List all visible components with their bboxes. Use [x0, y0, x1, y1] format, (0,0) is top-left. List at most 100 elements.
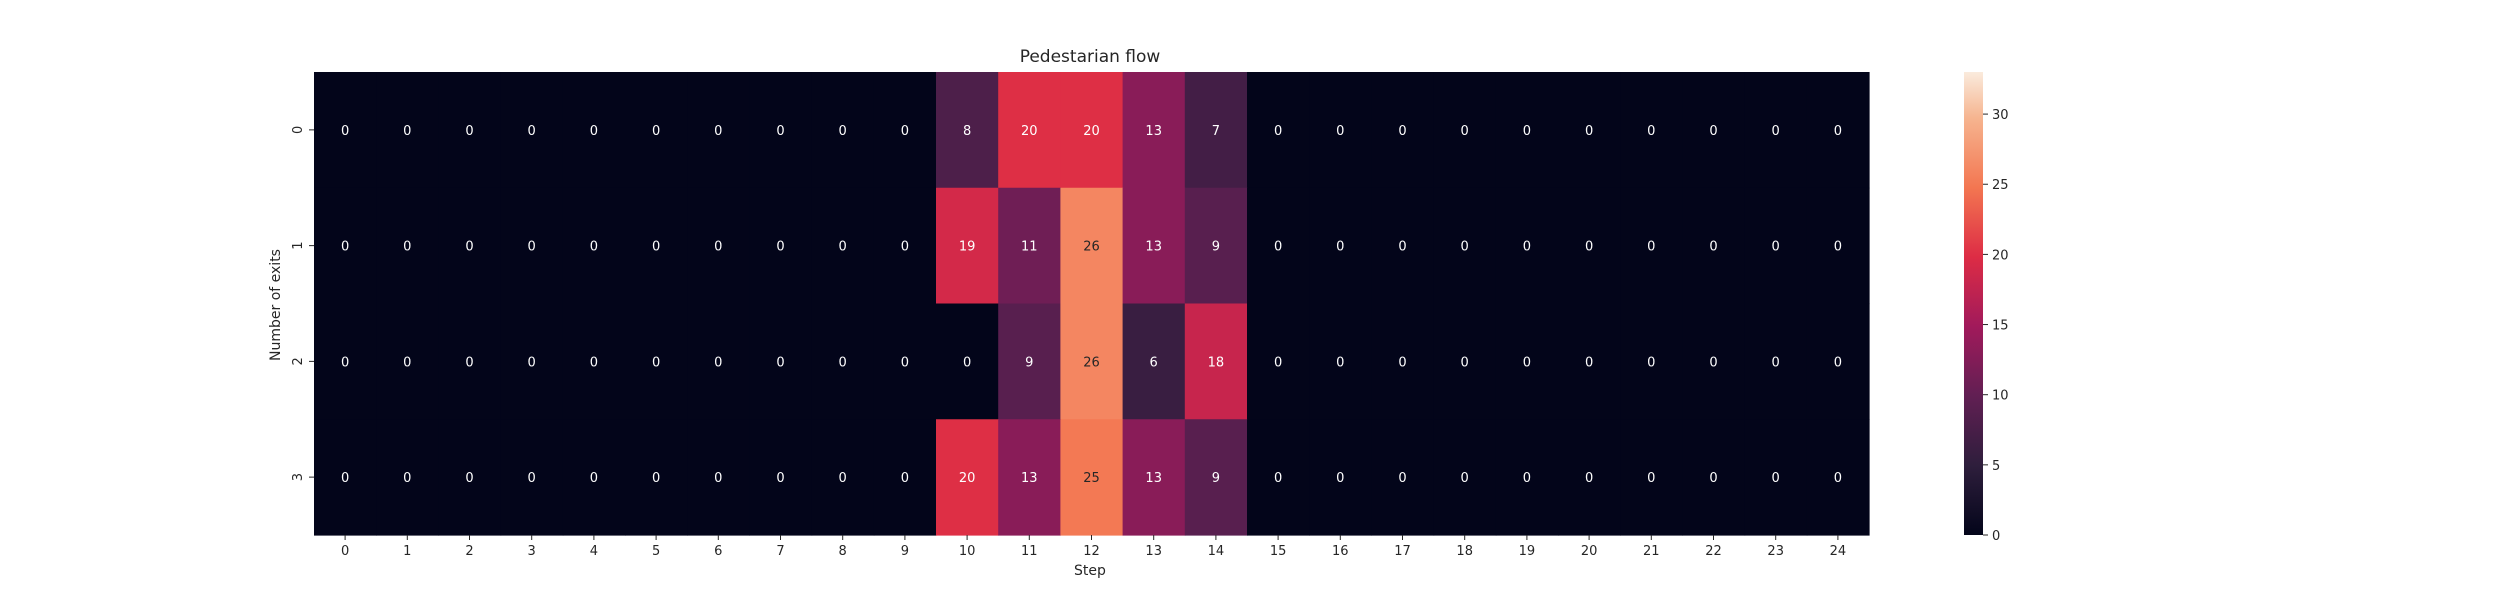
heatmap-cell — [562, 419, 626, 536]
cell-value-label: 0 — [776, 471, 784, 486]
heatmap-cell — [1122, 187, 1186, 305]
cell-value-label: 0 — [1709, 124, 1717, 139]
heatmap-cell — [1309, 72, 1372, 189]
colorbar-tick-label: 30 — [1992, 108, 2009, 123]
cell-value-label: 0 — [1709, 240, 1717, 255]
cell-value-label: 0 — [1398, 471, 1406, 486]
heatmap-cell — [1682, 419, 1746, 536]
heatmap-cell — [873, 419, 937, 536]
cell-value-label: 0 — [1461, 124, 1469, 139]
cell-value-label: 0 — [528, 471, 536, 486]
cell-value-label: 0 — [1585, 240, 1593, 255]
x-tick-label: 22 — [1705, 544, 1722, 559]
heatmap-cell — [1558, 419, 1621, 536]
cell-value-label: 9 — [1212, 471, 1220, 486]
cell-value-label: 0 — [465, 355, 473, 370]
heatmap-cell — [1060, 72, 1124, 189]
cell-value-label: 20 — [1021, 124, 1038, 139]
heatmap-cell — [1682, 72, 1746, 189]
cell-value-label: 8 — [963, 124, 971, 139]
cell-value-label: 0 — [652, 471, 660, 486]
cell-value-label: 0 — [1523, 240, 1531, 255]
x-tick-label: 24 — [1830, 544, 1847, 559]
cell-value-label: 0 — [1709, 471, 1717, 486]
cell-value-label: 0 — [1585, 471, 1593, 486]
heatmap-cell — [749, 303, 813, 420]
heatmap-cell — [625, 72, 688, 189]
cell-value-label: 0 — [1398, 124, 1406, 139]
x-axis-label: Step — [1074, 563, 1106, 579]
heatmap-cell — [1806, 303, 1870, 420]
cell-value-label: 0 — [776, 240, 784, 255]
heatmap-cell — [376, 72, 439, 189]
heatmap-cell — [625, 303, 688, 420]
heatmap-cell — [1495, 303, 1559, 420]
heatmap-cell — [811, 419, 875, 536]
cell-value-label: 0 — [652, 124, 660, 139]
y-tick-label: 2 — [291, 357, 306, 365]
cell-value-label: 0 — [1274, 471, 1282, 486]
heatmap-cell — [811, 187, 875, 305]
cell-value-label: 0 — [465, 240, 473, 255]
heatmap-cell — [438, 419, 502, 536]
colorbar-ticks: 0 5 10 15 20 25 30 — [1983, 108, 2009, 544]
cell-value-label: 0 — [403, 240, 411, 255]
heatmap-cell — [811, 72, 875, 189]
heatmap-cell — [438, 72, 502, 189]
heatmap-cell — [500, 419, 564, 536]
y-tick-label: 1 — [291, 241, 306, 249]
cell-value-label: 13 — [1145, 471, 1162, 486]
cell-value-label: 0 — [1834, 471, 1842, 486]
cell-value-label: 9 — [1212, 240, 1220, 255]
cell-value-label: 0 — [1585, 124, 1593, 139]
cell-value-label: 0 — [1336, 355, 1344, 370]
cell-value-label: 0 — [1772, 240, 1780, 255]
cell-value-label: 0 — [465, 471, 473, 486]
x-tick-label: 18 — [1456, 544, 1473, 559]
cell-value-label: 0 — [1274, 124, 1282, 139]
cell-value-label: 0 — [776, 355, 784, 370]
heatmap-cell — [1620, 419, 1683, 536]
heatmap-cells: 0 0 0 0 0 0 0 0 0 0 8 20 20 13 7 0 0 0 0 0 0 0 0 0 0 0 0 0 0 0 0 0 0 0 0 19… — [314, 72, 1870, 536]
heatmap-cell — [562, 72, 626, 189]
cell-value-label: 0 — [1647, 471, 1655, 486]
heatmap-cell — [1184, 187, 1248, 305]
cell-value-label: 19 — [959, 240, 976, 255]
x-tick-label: 23 — [1767, 544, 1784, 559]
x-tick-label: 8 — [839, 544, 847, 559]
x-tick-label: 17 — [1394, 544, 1411, 559]
heatmap-cell — [1744, 187, 1808, 305]
heatmap-cell — [1371, 419, 1435, 536]
x-tick-label: 2 — [465, 544, 473, 559]
heatmap-cell — [1433, 72, 1497, 189]
x-tick-label: 1 — [403, 544, 411, 559]
heatmap-cell — [376, 303, 439, 420]
heatmap-cell — [438, 187, 502, 305]
heatmap-cell — [998, 187, 1061, 305]
cell-value-label: 0 — [465, 124, 473, 139]
heatmap-cell — [1433, 419, 1497, 536]
cell-value-label: 0 — [652, 240, 660, 255]
heatmap-cell — [1247, 187, 1310, 305]
heatmap-cell — [1247, 419, 1310, 536]
y-axis-ticks: 0 1 2 3 — [291, 126, 314, 481]
heatmap-cell — [1620, 303, 1683, 420]
cell-value-label: 0 — [590, 355, 598, 370]
cell-value-label: 13 — [1021, 471, 1038, 486]
cell-value-label: 0 — [901, 240, 909, 255]
cell-value-label: 13 — [1145, 240, 1162, 255]
heatmap-cell — [998, 72, 1061, 189]
heatmap-cell — [1495, 419, 1559, 536]
heatmap-cell — [1433, 187, 1497, 305]
colorbar-tick-label: 0 — [1992, 529, 2000, 544]
x-tick-label: 4 — [590, 544, 598, 559]
cell-value-label: 0 — [1398, 240, 1406, 255]
heatmap-cell — [873, 303, 937, 420]
x-tick-label: 14 — [1208, 544, 1225, 559]
cell-value-label: 18 — [1208, 355, 1225, 370]
heatmap-cell — [1806, 187, 1870, 305]
y-axis-label: Number of exits — [268, 249, 284, 361]
heatmap-cell — [1495, 72, 1559, 189]
heatmap-cell — [749, 419, 813, 536]
